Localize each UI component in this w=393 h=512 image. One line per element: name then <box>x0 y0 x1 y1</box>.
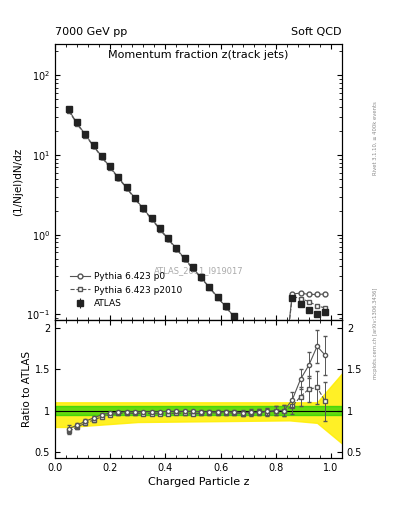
Pythia 6.423 p0 <box>290 291 295 297</box>
Pythia 6.423 p0 <box>207 284 212 290</box>
Pythia 6.423 p2010 <box>182 257 187 263</box>
Pythia 6.423 p0 <box>174 245 179 251</box>
Pythia 6.423 p0 <box>282 367 286 373</box>
Legend: Pythia 6.423 p0, Pythia 6.423 p2010, ATLAS: Pythia 6.423 p0, Pythia 6.423 p2010, ATL… <box>68 270 184 310</box>
Pythia 6.423 p0 <box>75 120 79 126</box>
Text: 7000 GeV pp: 7000 GeV pp <box>55 27 127 37</box>
Pythia 6.423 p2010 <box>290 293 295 300</box>
Pythia 6.423 p0 <box>83 132 88 138</box>
Pythia 6.423 p2010 <box>108 165 112 171</box>
Pythia 6.423 p2010 <box>215 294 220 301</box>
Pythia 6.423 p0 <box>182 255 187 262</box>
Pythia 6.423 p2010 <box>66 108 71 114</box>
Pythia 6.423 p0 <box>141 206 146 212</box>
Text: ATLAS_2011_I919017: ATLAS_2011_I919017 <box>154 266 243 275</box>
Pythia 6.423 p2010 <box>323 305 328 311</box>
Pythia 6.423 p0 <box>323 291 328 297</box>
Text: Rivet 3.1.10, ≥ 400k events: Rivet 3.1.10, ≥ 400k events <box>373 101 378 175</box>
Pythia 6.423 p2010 <box>240 324 245 330</box>
Pythia 6.423 p0 <box>248 333 253 339</box>
Pythia 6.423 p0 <box>224 304 228 310</box>
Pythia 6.423 p2010 <box>232 314 237 321</box>
Pythia 6.423 p0 <box>191 265 195 271</box>
Pythia 6.423 p0 <box>199 274 204 281</box>
Pythia 6.423 p0 <box>108 164 112 170</box>
Text: mcplots.cern.ch [arXiv:1306.3436]: mcplots.cern.ch [arXiv:1306.3436] <box>373 287 378 378</box>
Pythia 6.423 p0 <box>240 324 245 330</box>
Pythia 6.423 p2010 <box>149 216 154 222</box>
Pythia 6.423 p2010 <box>257 342 261 348</box>
Pythia 6.423 p0 <box>298 290 303 296</box>
Pythia 6.423 p2010 <box>174 246 179 252</box>
Line: Pythia 6.423 p0: Pythia 6.423 p0 <box>66 108 328 373</box>
Pythia 6.423 p2010 <box>158 226 162 232</box>
Pythia 6.423 p2010 <box>83 133 88 139</box>
Text: Soft QCD: Soft QCD <box>292 27 342 37</box>
Pythia 6.423 p0 <box>91 143 96 149</box>
Pythia 6.423 p0 <box>166 236 171 242</box>
Pythia 6.423 p0 <box>116 175 121 181</box>
Pythia 6.423 p2010 <box>91 143 96 150</box>
Pythia 6.423 p2010 <box>248 333 253 339</box>
Pythia 6.423 p2010 <box>191 266 195 272</box>
Pythia 6.423 p2010 <box>75 121 79 127</box>
Line: Pythia 6.423 p2010: Pythia 6.423 p2010 <box>66 109 328 373</box>
Y-axis label: (1/Njel)dN/dz: (1/Njel)dN/dz <box>13 147 24 216</box>
Pythia 6.423 p2010 <box>133 196 138 202</box>
Pythia 6.423 p0 <box>133 195 138 201</box>
Pythia 6.423 p0 <box>307 291 311 297</box>
Y-axis label: Ratio to ATLAS: Ratio to ATLAS <box>22 351 32 427</box>
Pythia 6.423 p0 <box>158 226 162 232</box>
Pythia 6.423 p2010 <box>125 185 129 191</box>
Pythia 6.423 p0 <box>66 107 71 113</box>
Pythia 6.423 p2010 <box>298 295 303 302</box>
Pythia 6.423 p0 <box>215 294 220 301</box>
Pythia 6.423 p2010 <box>141 206 146 212</box>
X-axis label: Charged Particle z: Charged Particle z <box>148 477 249 487</box>
Pythia 6.423 p2010 <box>166 237 171 243</box>
Pythia 6.423 p0 <box>125 185 129 191</box>
Pythia 6.423 p2010 <box>282 367 286 373</box>
Pythia 6.423 p0 <box>149 216 154 222</box>
Pythia 6.423 p0 <box>274 359 278 366</box>
Pythia 6.423 p0 <box>257 342 261 348</box>
Pythia 6.423 p0 <box>232 314 237 320</box>
Pythia 6.423 p2010 <box>199 275 204 281</box>
Pythia 6.423 p2010 <box>116 175 121 181</box>
Pythia 6.423 p0 <box>99 154 104 160</box>
Text: Momentum fraction z(track jets): Momentum fraction z(track jets) <box>108 51 288 60</box>
Pythia 6.423 p2010 <box>307 298 311 305</box>
Pythia 6.423 p2010 <box>274 359 278 366</box>
Pythia 6.423 p0 <box>265 351 270 357</box>
Pythia 6.423 p0 <box>315 291 320 297</box>
Pythia 6.423 p2010 <box>99 155 104 161</box>
Pythia 6.423 p2010 <box>224 305 228 311</box>
Pythia 6.423 p2010 <box>315 303 320 309</box>
Pythia 6.423 p2010 <box>207 285 212 291</box>
Pythia 6.423 p2010 <box>265 352 270 358</box>
